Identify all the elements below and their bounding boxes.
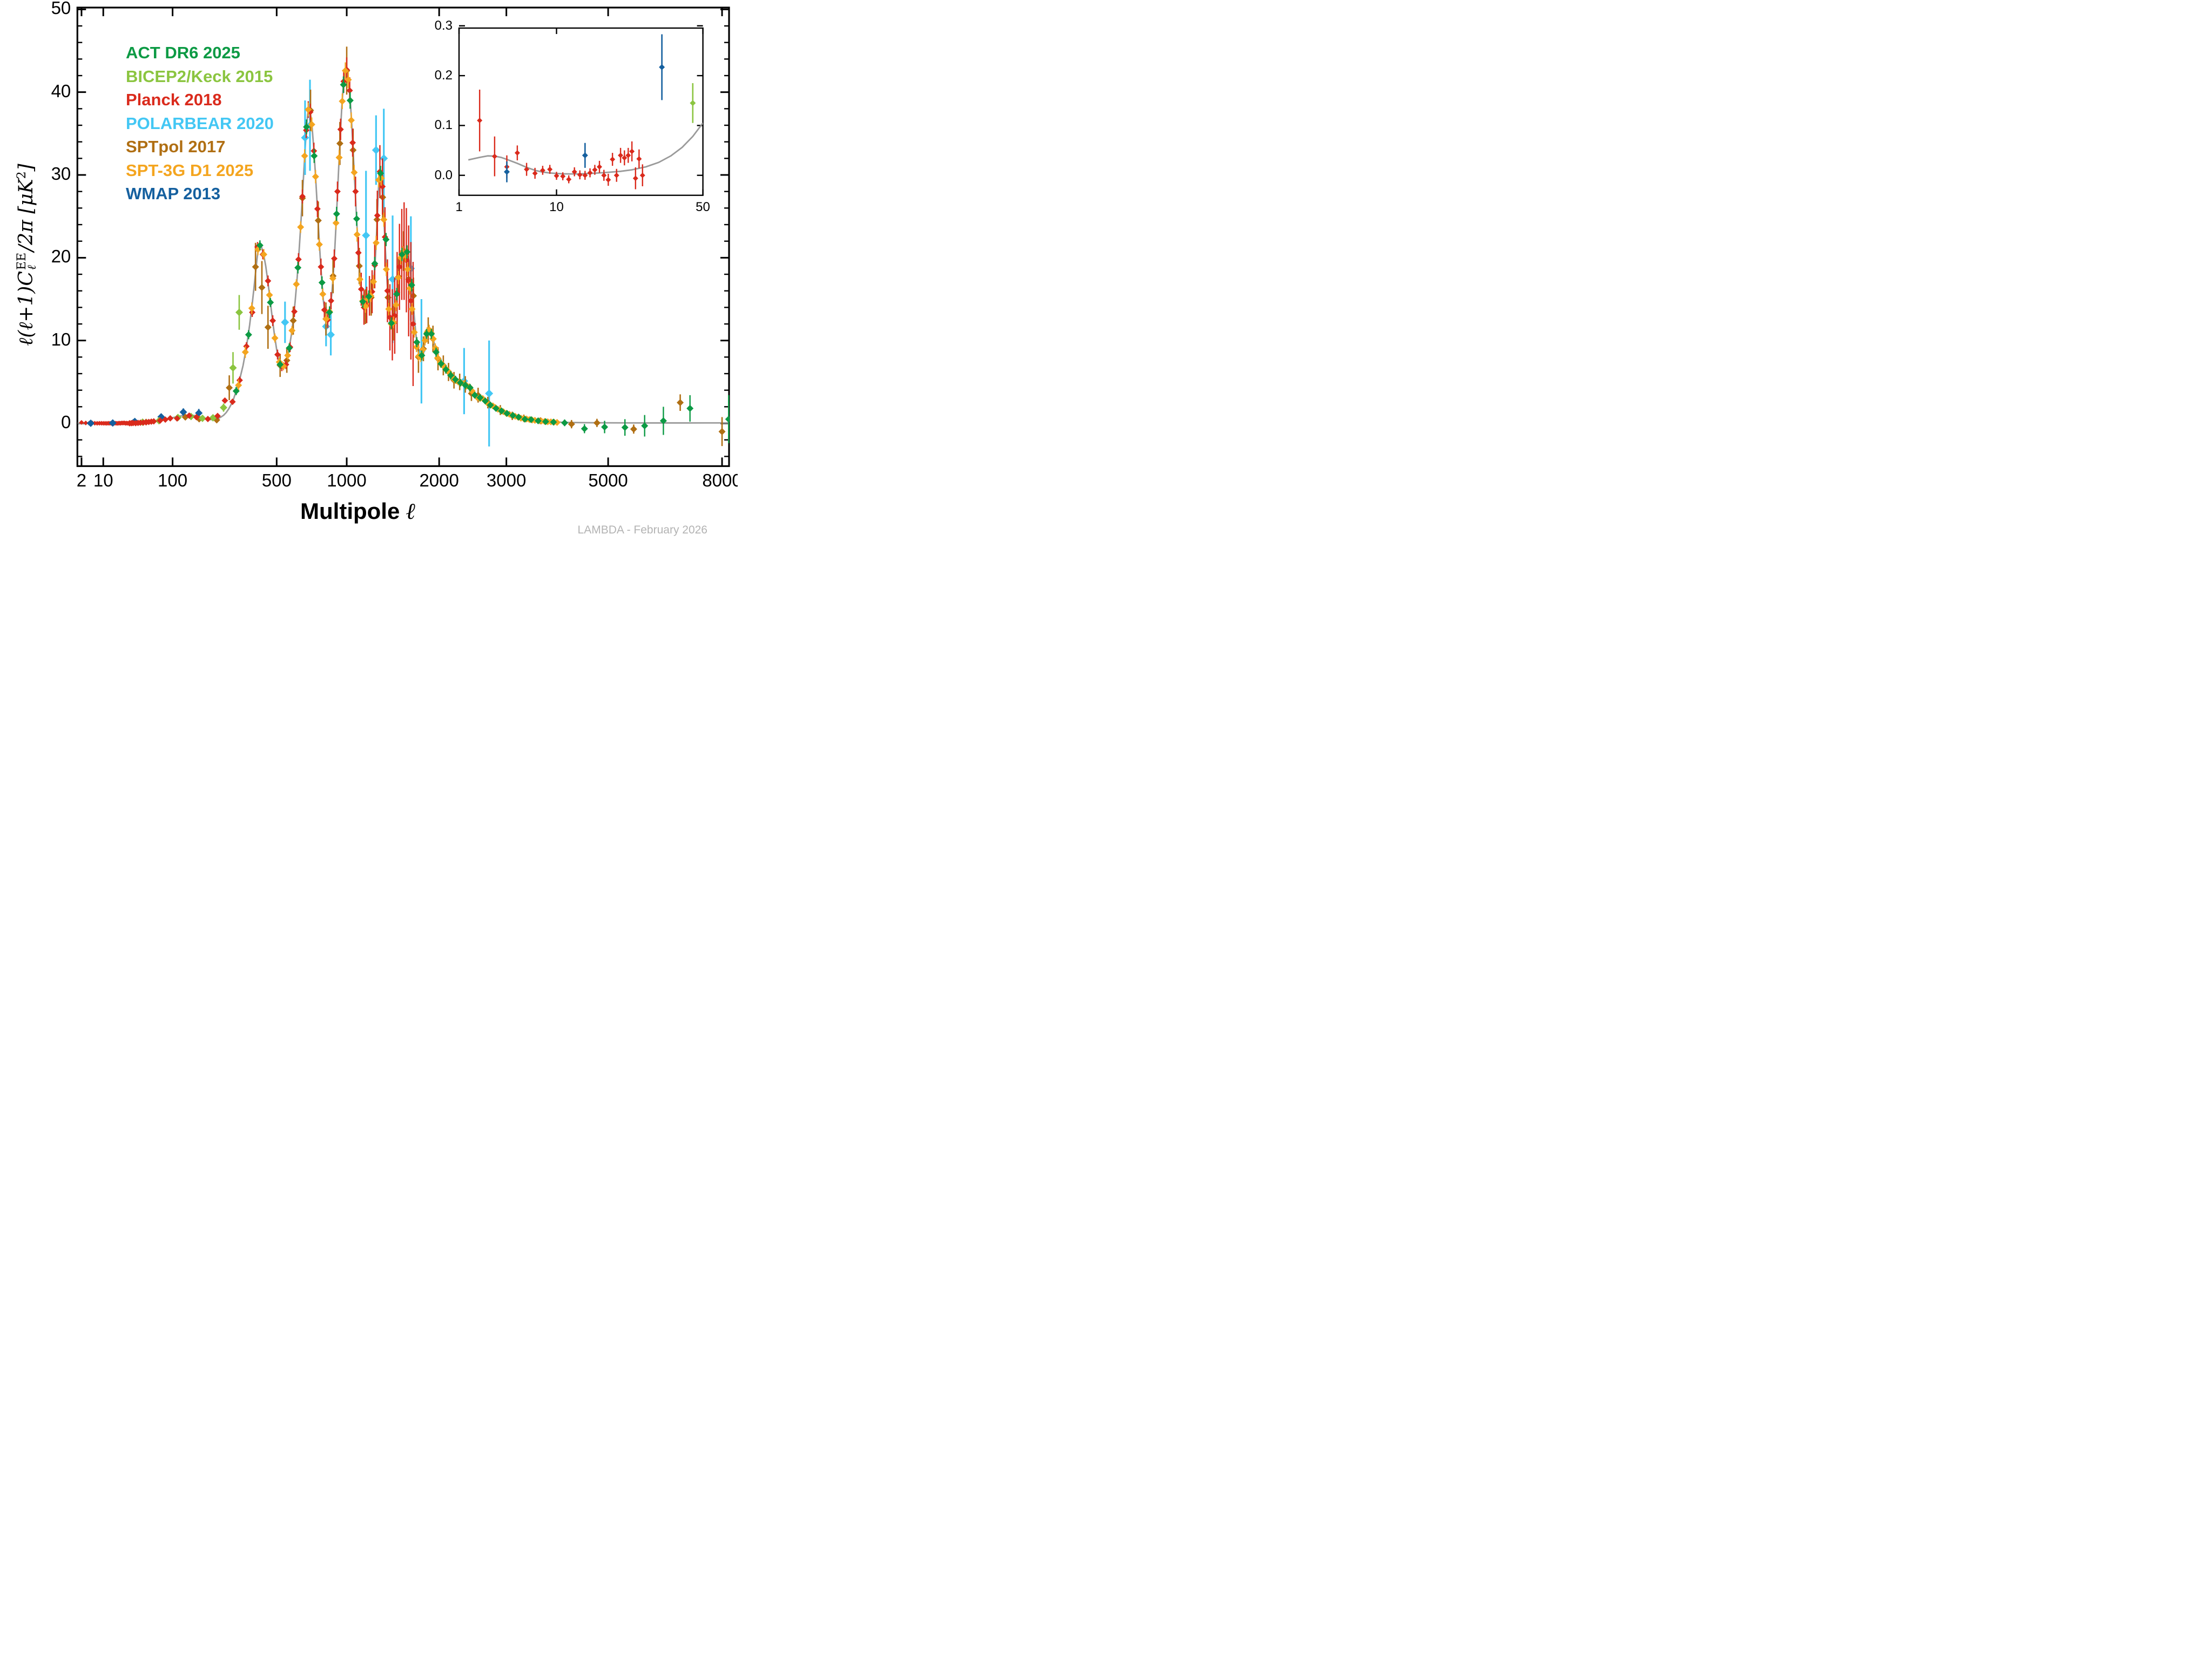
y-axis-label: ℓ(ℓ+1)C EE ℓ/2π [μK2] [15, 104, 39, 406]
legend-item-polarbear: POLARBEAR 2020 [126, 113, 274, 133]
chart-canvas [0, 0, 738, 555]
cmb-ee-power-spectrum-figure: ACT DR6 2025 BICEP2/Keck 2015 Planck 2018 P… [0, 0, 738, 555]
ylabel-script-stack: EE ℓ [15, 253, 39, 270]
legend-item-planck: Planck 2018 [126, 90, 222, 109]
xlabel-text: Multipole [300, 498, 407, 524]
x-axis-label: Multipole ℓ [261, 498, 455, 525]
xlabel-ell: ℓ [406, 498, 416, 524]
legend-item-wmap: WMAP 2013 [126, 184, 221, 203]
ylabel-prefix: ℓ(ℓ+1)C [15, 271, 37, 346]
legend-item-spt3g: SPT-3G D1 2025 [126, 160, 254, 180]
ylabel-squared: 2 [15, 171, 29, 179]
legend: ACT DR6 2025 BICEP2/Keck 2015 Planck 2018 P… [126, 41, 274, 206]
ylabel-suffix: ] [15, 164, 37, 172]
legend-item-sptpol: SPTpol 2017 [126, 137, 226, 156]
ylabel-mid: /2π [μK [15, 179, 37, 252]
legend-item-bicep: BICEP2/Keck 2015 [126, 66, 273, 86]
legend-item-act: ACT DR6 2025 [126, 43, 240, 62]
watermark: LAMBDA - February 2026 [577, 524, 707, 536]
